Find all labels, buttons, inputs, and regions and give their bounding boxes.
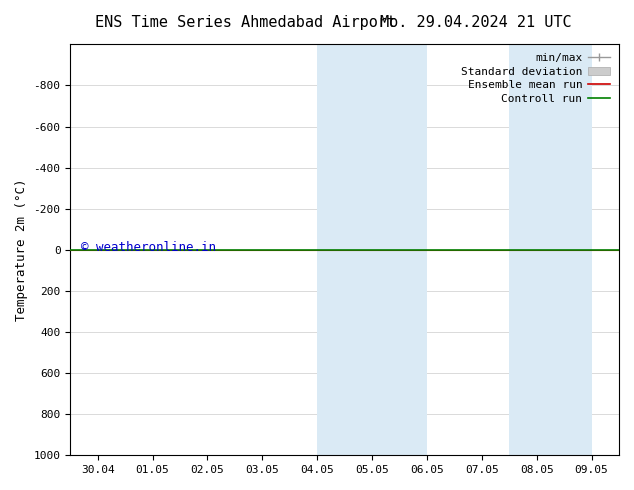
Bar bbox=[317, 45, 427, 455]
Legend: min/max, Standard deviation, Ensemble mean run, Controll run: min/max, Standard deviation, Ensemble me… bbox=[458, 50, 614, 107]
Y-axis label: Temperature 2m (°C): Temperature 2m (°C) bbox=[15, 178, 28, 321]
Bar bbox=[509, 45, 592, 455]
Text: Mo. 29.04.2024 21 UTC: Mo. 29.04.2024 21 UTC bbox=[380, 15, 572, 30]
Text: © weatheronline.in: © weatheronline.in bbox=[81, 241, 216, 254]
Text: ENS Time Series Ahmedabad Airport: ENS Time Series Ahmedabad Airport bbox=[95, 15, 396, 30]
